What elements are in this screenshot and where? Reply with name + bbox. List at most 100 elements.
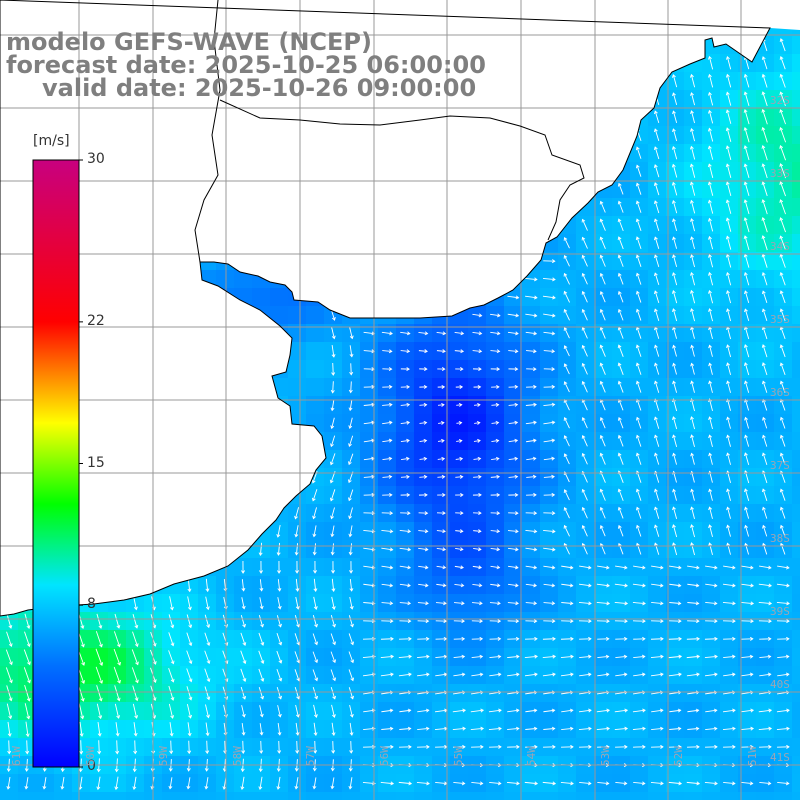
field-cell [306, 378, 324, 396]
field-cell [288, 306, 306, 324]
field-cell [792, 432, 800, 450]
colorbar-unit: [m/s] [33, 133, 70, 149]
longitude-label: 55W [451, 746, 465, 766]
field-cell [270, 306, 288, 324]
colorbar-tick-label: 15 [87, 454, 105, 471]
longitude-label: 57W [304, 746, 318, 766]
field-cell [252, 792, 270, 800]
field-cell [630, 792, 648, 800]
field-cell [306, 792, 324, 800]
field-cell [576, 792, 594, 800]
field-cell [792, 522, 800, 540]
field-cell [234, 792, 252, 800]
field-cell [612, 792, 630, 800]
colorbar-tick-label: 30 [87, 151, 105, 167]
field-cell [306, 360, 324, 378]
field-cell [378, 792, 396, 800]
field-cell [792, 648, 800, 666]
field-cell [792, 558, 800, 576]
field-cell [558, 792, 576, 800]
field-cell [792, 774, 800, 792]
field-cell [792, 450, 800, 468]
field-cell [36, 792, 54, 800]
field-cell [774, 792, 792, 800]
field-cell [792, 54, 800, 72]
field-cell [792, 90, 800, 108]
field-cell [270, 792, 288, 800]
field-cell [450, 792, 468, 800]
longitude-label: 52W [672, 746, 686, 766]
field-cell [702, 792, 720, 800]
field-cell [792, 252, 800, 270]
field-cell [306, 396, 324, 414]
field-cell [792, 630, 800, 648]
latitude-label: 32S [770, 94, 790, 107]
latitude-label: 41S [770, 751, 790, 764]
field-cell [594, 792, 612, 800]
field-cell [648, 792, 666, 800]
field-cell [54, 792, 72, 800]
field-cell [792, 702, 800, 720]
latitude-label: 34S [770, 240, 790, 253]
field-cell [234, 270, 252, 288]
field-cell [288, 342, 306, 360]
latitude-label: 40S [770, 678, 790, 691]
field-cell [486, 792, 504, 800]
field-cell [162, 792, 180, 800]
field-cell [792, 738, 800, 756]
longitude-label: 51W [746, 746, 759, 766]
field-cell [792, 144, 800, 162]
field-cell [792, 486, 800, 504]
field-cell [522, 792, 540, 800]
field-cell [72, 792, 90, 800]
latitude-label: 39S [770, 605, 790, 618]
field-cell [792, 234, 800, 252]
field-cell [792, 540, 800, 558]
field-cell [306, 324, 324, 342]
field-cell [792, 504, 800, 522]
colorbar-gradient [32, 159, 80, 768]
field-cell [306, 342, 324, 360]
field-cell [792, 288, 800, 306]
field-cell [792, 306, 800, 324]
field-cell [792, 594, 800, 612]
field-cell [792, 378, 800, 396]
field-cell [666, 792, 684, 800]
field-cell [792, 36, 800, 54]
field-cell [18, 792, 36, 800]
field-cell [0, 792, 18, 800]
field-cell [792, 126, 800, 144]
title-valid-date: valid date: 2025-10-26 09:00:00 [42, 74, 477, 102]
field-cell [792, 396, 800, 414]
field-cell [792, 198, 800, 216]
latitude-label: 35S [770, 313, 790, 326]
field-cell [792, 180, 800, 198]
field-cell [216, 792, 234, 800]
field-cell [792, 162, 800, 180]
longitude-label: 53W [598, 746, 612, 766]
field-cell [504, 792, 522, 800]
field-cell [792, 270, 800, 288]
field-cell [126, 792, 144, 800]
field-cell [396, 792, 414, 800]
field-cell [792, 684, 800, 702]
longitude-label: 59W [157, 746, 171, 766]
field-cell [342, 792, 360, 800]
field-cell [288, 792, 306, 800]
field-cell [792, 360, 800, 378]
field-cell [540, 792, 558, 800]
field-cell [90, 792, 108, 800]
field-cell [792, 468, 800, 486]
latitude-label: 33S [770, 167, 790, 180]
field-cell [792, 324, 800, 342]
field-cell [414, 792, 432, 800]
field-cell [108, 792, 126, 800]
field-cell [792, 666, 800, 684]
field-cell [360, 792, 378, 800]
field-cell [792, 414, 800, 432]
colorbar-tick-label: 22 [87, 312, 105, 329]
field-cell [216, 270, 234, 288]
field-cell [684, 792, 702, 800]
field-cell [468, 792, 486, 800]
